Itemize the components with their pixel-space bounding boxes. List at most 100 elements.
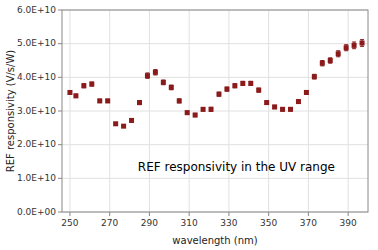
tick-label: 0.0E+00: [17, 207, 56, 217]
error-bar: [185, 111, 189, 114]
error-bar: [106, 99, 110, 102]
data-point: [177, 98, 182, 103]
error-bar: [304, 90, 308, 94]
error-bar: [241, 81, 245, 85]
data-point: [153, 70, 158, 75]
data-point: [328, 58, 333, 63]
tick-label: 2.0E+10: [17, 139, 56, 149]
x-axis-label: wavelength (nm): [172, 235, 257, 246]
data-point: [105, 98, 110, 103]
data-point: [264, 100, 269, 105]
error-bar: [312, 74, 316, 79]
data-point: [336, 51, 341, 56]
error-bar: [320, 61, 324, 66]
data-point: [209, 107, 214, 112]
error-bar: [249, 81, 253, 85]
grid-line: [348, 10, 349, 212]
error-bar: [201, 108, 205, 111]
tick-mark: [109, 212, 110, 216]
tick-mark: [268, 212, 269, 216]
error-bar: [328, 58, 332, 63]
error-bar: [233, 84, 237, 88]
data-point: [97, 98, 102, 103]
tick-mark: [58, 43, 62, 44]
tick-mark: [69, 212, 70, 216]
tick-label: 250: [61, 218, 78, 228]
data-point: [232, 83, 237, 88]
error-bar: [265, 101, 269, 104]
data-point: [296, 99, 301, 104]
grid-line: [62, 43, 368, 44]
grid-line: [62, 178, 368, 179]
tick-label: 310: [181, 218, 198, 228]
tick-mark: [308, 212, 309, 216]
data-point: [344, 45, 349, 50]
tick-label: 3.0E+10: [17, 106, 56, 116]
data-point: [288, 107, 293, 112]
data-point: [272, 104, 277, 109]
tick-mark: [58, 144, 62, 145]
error-bar: [98, 99, 102, 102]
data-point: [320, 61, 325, 66]
grid-line: [228, 10, 229, 212]
error-bar: [177, 99, 181, 103]
error-bar: [130, 119, 134, 122]
error-bar: [68, 91, 72, 94]
tick-mark: [348, 212, 349, 216]
data-point: [304, 90, 309, 95]
grid-line: [69, 10, 70, 212]
data-point: [89, 82, 94, 87]
error-bar: [193, 113, 197, 116]
tick-label: 390: [340, 218, 357, 228]
data-point: [240, 81, 245, 86]
data-points: [67, 40, 364, 129]
data-point: [121, 124, 126, 129]
error-bar: [344, 45, 348, 51]
data-point: [73, 93, 78, 98]
data-point: [161, 80, 166, 85]
data-point: [360, 40, 365, 45]
error-bar: [169, 85, 173, 90]
tick-label: 290: [141, 218, 158, 228]
tick-mark: [58, 10, 62, 11]
tick-mark: [58, 178, 62, 179]
y-axis-label: REF responsivity (V/s/W): [5, 50, 16, 173]
tick-label: 1.0E+10: [17, 173, 56, 183]
data-point: [169, 85, 174, 90]
tick-mark: [58, 111, 62, 112]
grid: [62, 10, 368, 212]
tick-mark: [58, 77, 62, 78]
data-point: [81, 83, 86, 88]
error-bar: [145, 73, 149, 78]
error-bar: [257, 88, 261, 92]
grid-line: [62, 111, 368, 112]
error-bar: [137, 101, 141, 105]
grid-line: [62, 77, 368, 78]
tick-label: 270: [101, 218, 118, 228]
tick-mark: [189, 212, 190, 216]
error-bar: [225, 87, 229, 91]
tick-mark: [58, 212, 62, 213]
tick-label: 6.0E+10: [17, 5, 56, 15]
grid-line: [109, 10, 110, 212]
error-bar: [281, 108, 285, 111]
grid-line: [308, 10, 309, 212]
error-bar: [273, 105, 277, 108]
tick-mark: [228, 212, 229, 216]
tick-label: 4.0E+10: [17, 72, 56, 82]
tick-mark: [149, 212, 150, 216]
error-bar: [153, 70, 157, 75]
grid-line: [149, 10, 150, 212]
plot-frame: [62, 10, 368, 212]
chart: 0.0E+001.0E+102.0E+103.0E+104.0E+105.0E+…: [0, 0, 378, 250]
data-point: [312, 74, 317, 79]
data-point: [137, 100, 142, 105]
chart-title: REF responsivity in the UV range: [138, 160, 335, 174]
error-bar: [336, 51, 340, 57]
tick-label: 330: [220, 218, 237, 228]
data-point: [193, 113, 198, 118]
error-bar: [90, 82, 94, 86]
error-bar: [352, 42, 356, 49]
data-point: [216, 92, 221, 97]
data-point: [113, 121, 118, 126]
